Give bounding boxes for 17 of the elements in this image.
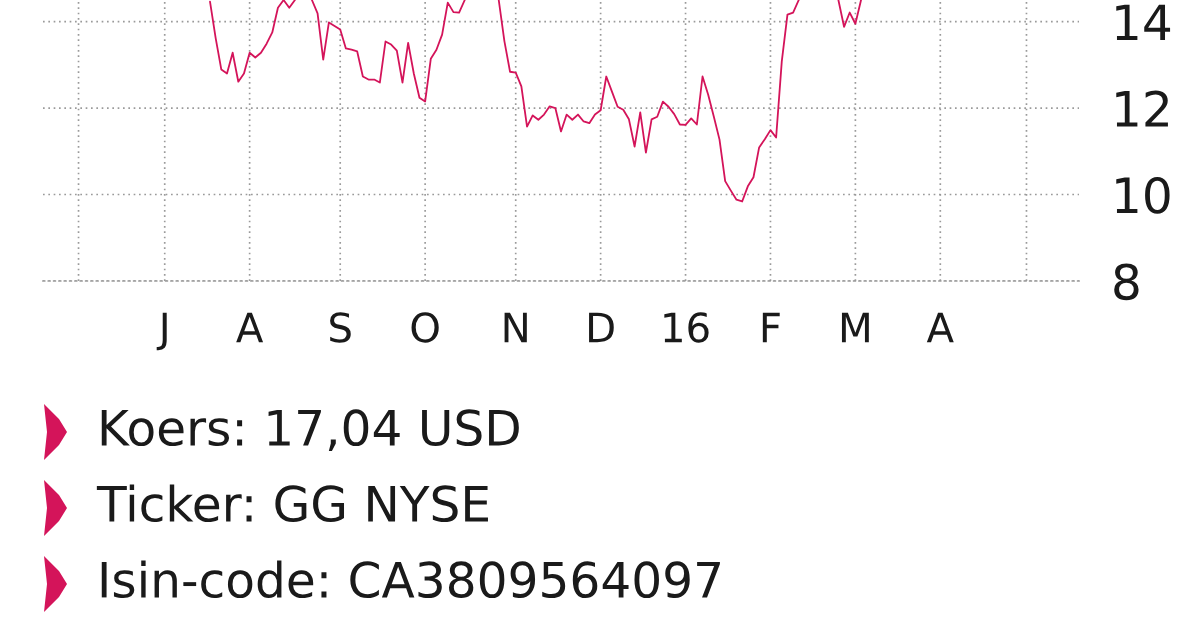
text: Koers: 17,04 USD — [101, 409, 519, 452]
x-tick-label: A — [236, 312, 264, 343]
x-tick-label: 16 — [664, 312, 709, 343]
x-tick-label: J — [156, 312, 167, 351]
y-tick-label: 12 — [1116, 90, 1168, 127]
x-tick-label: F — [762, 312, 780, 343]
x-tick-label: O — [411, 312, 439, 343]
x-tick-label: M — [841, 312, 869, 343]
text: Ticker: GG NYSE — [96, 484, 488, 523]
x-tick-label: A — [926, 312, 954, 343]
text: Isin-code: CA3809564097 — [101, 560, 720, 599]
y-tick-label: 14 — [1116, 4, 1171, 41]
y-tick-label: 8 — [1114, 263, 1139, 301]
x-tick-label: S — [330, 312, 351, 343]
x-tick-label: D — [589, 312, 614, 343]
x-tick-label: N — [504, 312, 527, 343]
y-tick-label: 10 — [1116, 176, 1170, 214]
